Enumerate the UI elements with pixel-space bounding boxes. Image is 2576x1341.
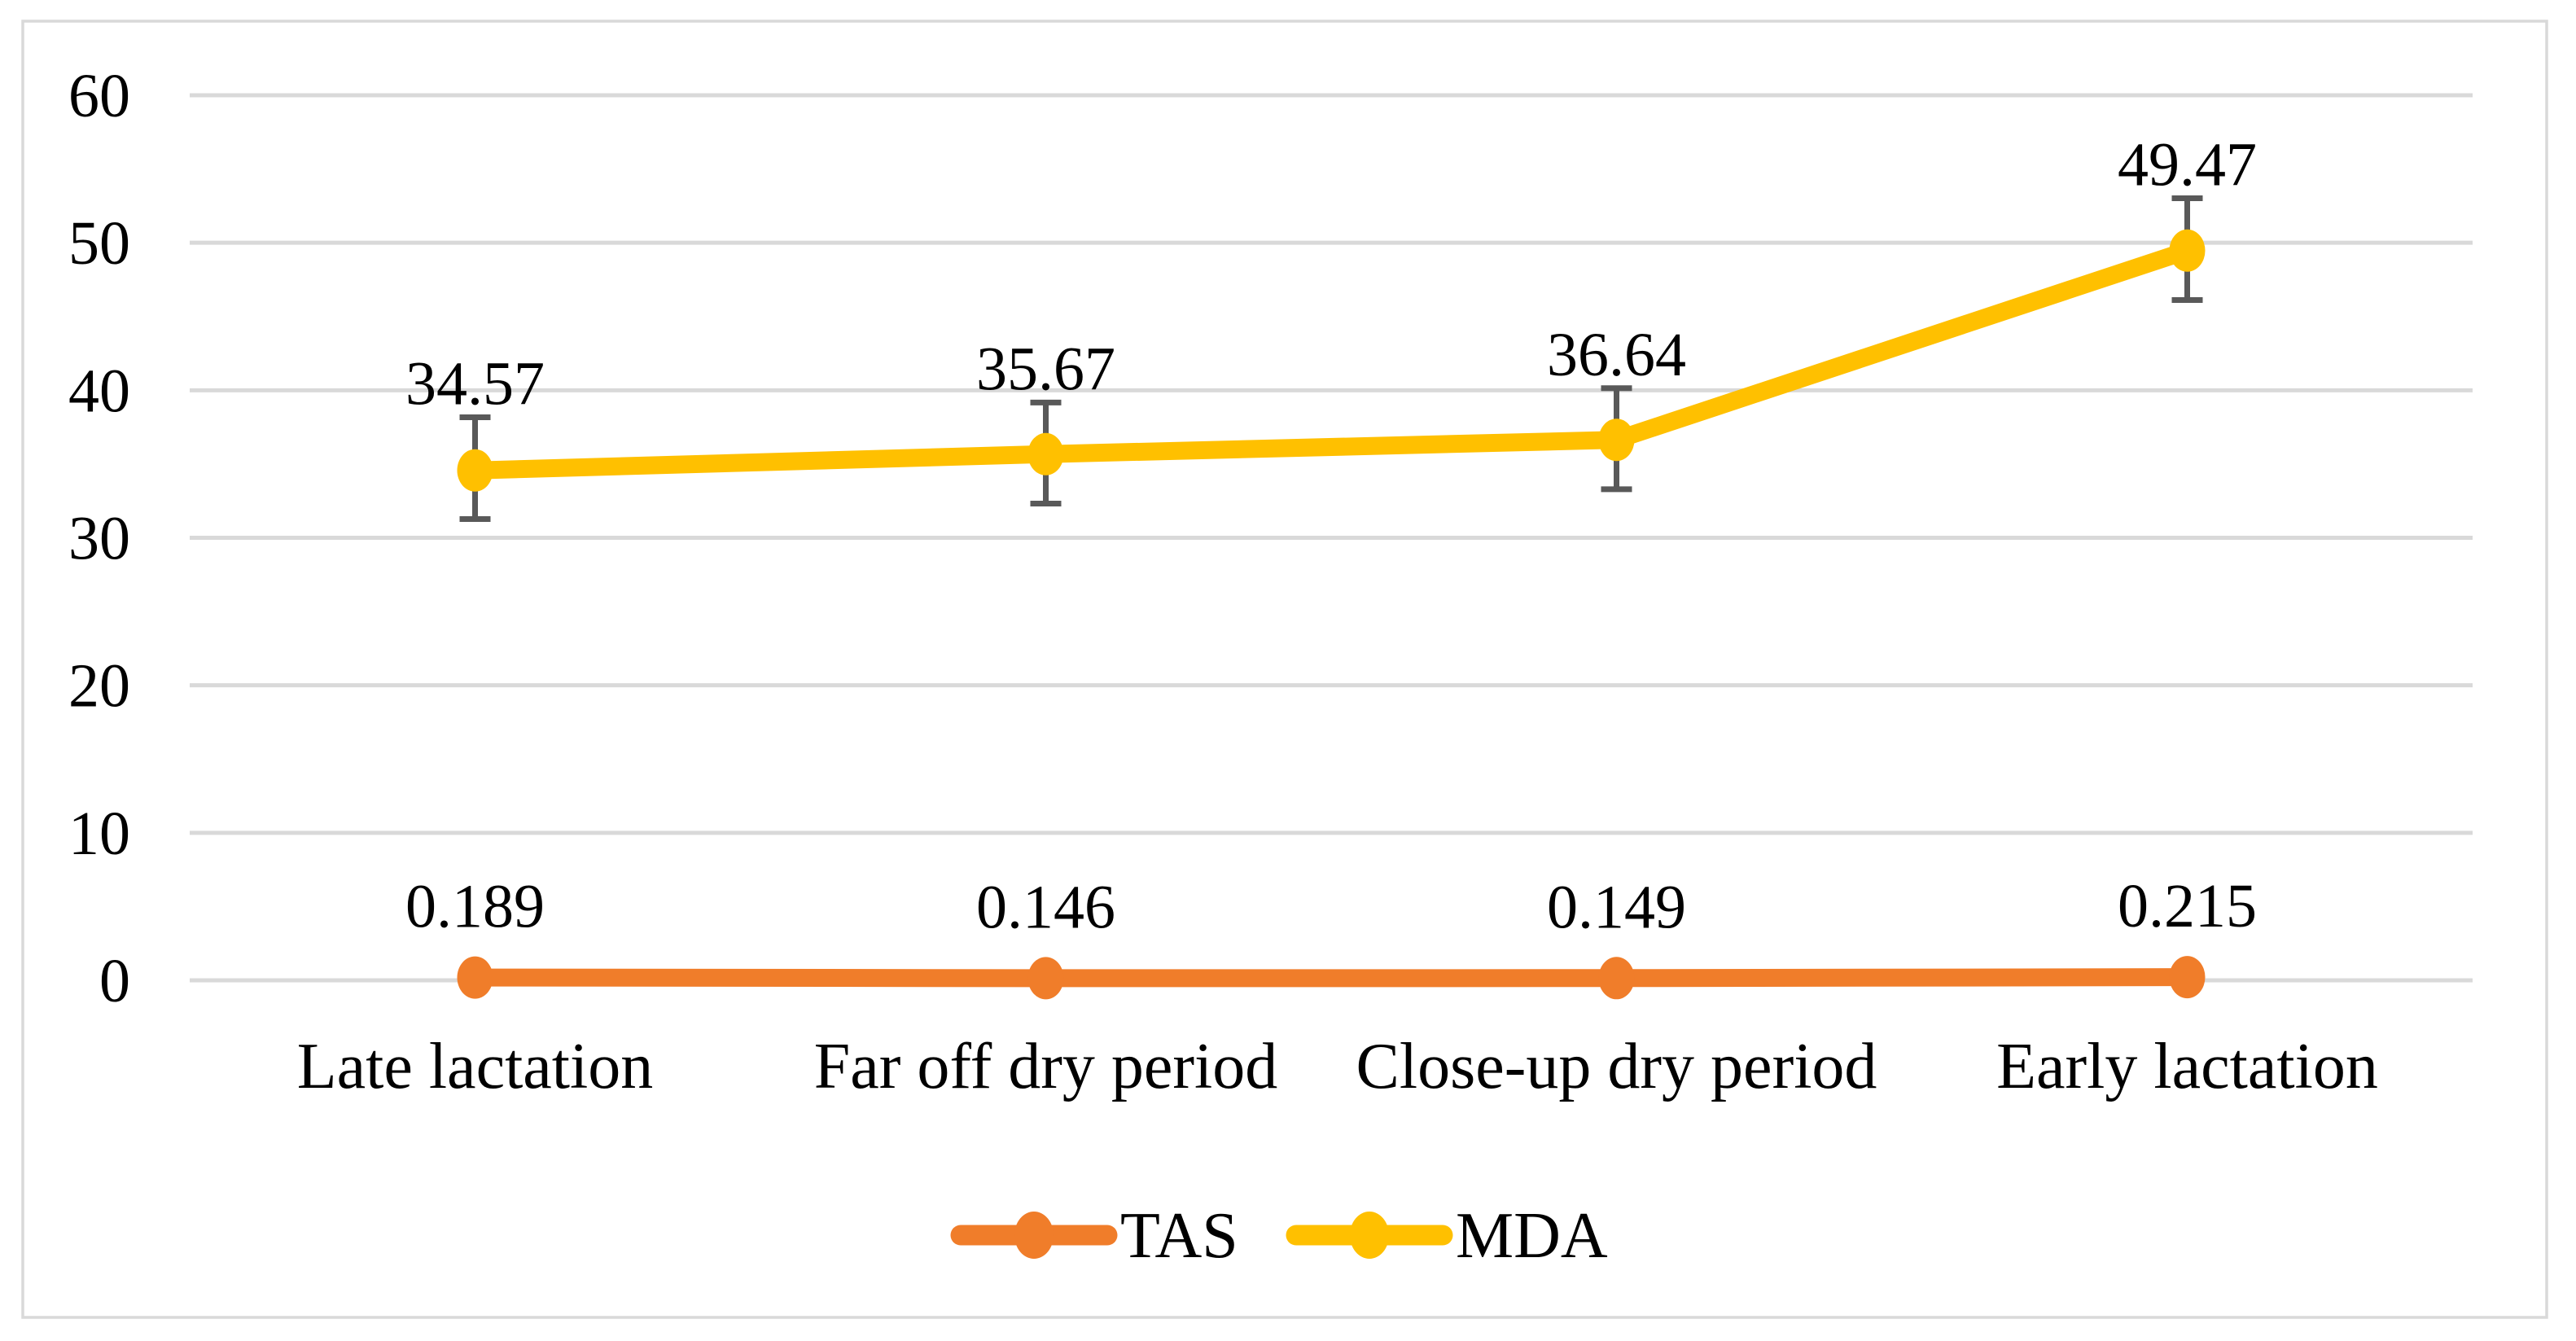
tas-data-label-3: 0.215 [2118,872,2257,940]
tas-point-0 [457,956,493,999]
tas-point-2 [1598,957,1635,1000]
tas-point-3 [2169,956,2206,999]
y-tick-label-0: 0 [99,947,130,1015]
legend-item-mda: MDA [1286,1200,1608,1272]
y-tick-label-40: 40 [68,357,130,425]
legend-tas-marker-icon [1014,1212,1054,1259]
mda-data-label-0: 34.57 [405,349,545,418]
legend-item-tas: TAS [950,1200,1238,1272]
y-tick-label-30: 30 [68,505,130,573]
y-axis-labels-layer: 0 10 20 30 40 50 60 [68,62,130,1015]
data-labels-layer: 0.189 0.146 0.149 0.215 34.57 35.67 36.64 49.47 [405,130,2257,941]
y-tick-label-50: 50 [68,209,130,278]
mda-line [466,241,2197,480]
tas-point-1 [1027,957,1064,1000]
mda-data-label-3: 49.47 [2118,130,2257,199]
category-label: Far off dry period [814,1031,1278,1102]
mda-point-2 [1598,419,1635,462]
mda-point-1 [1027,432,1064,475]
mda-data-label-1: 35.67 [976,335,1115,403]
legend-mda-label: MDA [1456,1200,1608,1272]
series-layer [457,229,2206,1000]
figure-frame [21,20,2548,1319]
mda-data-label-2: 36.64 [1547,321,1686,389]
tas-data-label-0: 0.189 [405,873,545,941]
tas-line [466,968,2197,988]
y-tick-label-60: 60 [68,62,130,130]
legend: TAS MDA [950,1200,1608,1272]
category-label: Early lactation [1996,1031,2378,1102]
mda-point-0 [457,449,493,492]
tas-data-label-1: 0.146 [976,873,1115,941]
category-label: Close-up dry period [1356,1031,1877,1102]
gridlines-layer [190,93,2473,983]
mda-point-3 [2169,229,2206,272]
legend-tas-label: TAS [1120,1200,1238,1272]
x-axis-labels-layer: Late lactation Far off dry period Close-up… [297,1031,2378,1102]
y-tick-label-20: 20 [68,652,130,721]
tas-data-label-2: 0.149 [1547,873,1686,941]
legend-mda-marker-icon [1350,1212,1389,1259]
y-tick-label-10: 10 [68,800,130,868]
category-label: Late lactation [297,1031,654,1102]
